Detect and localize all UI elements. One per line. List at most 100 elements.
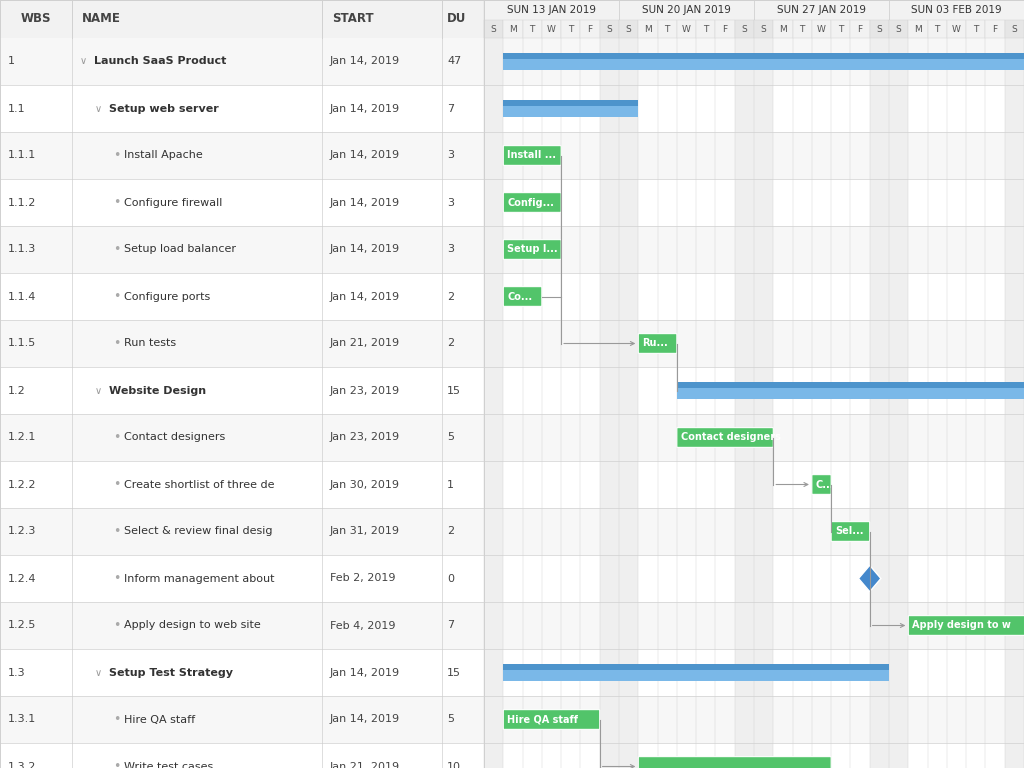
Text: T: T bbox=[703, 25, 709, 34]
Bar bbox=[484, 602, 503, 649]
Text: 2: 2 bbox=[447, 339, 454, 349]
Bar bbox=[869, 414, 889, 461]
Bar bbox=[561, 20, 581, 38]
Bar bbox=[889, 555, 908, 602]
Bar bbox=[484, 226, 503, 273]
Bar bbox=[600, 555, 618, 602]
Text: •: • bbox=[113, 290, 121, 303]
Bar bbox=[889, 132, 908, 179]
Bar bbox=[1005, 179, 1024, 226]
Bar bbox=[0, 743, 1024, 768]
Bar bbox=[484, 38, 503, 85]
Bar bbox=[600, 38, 618, 85]
Bar bbox=[618, 320, 638, 367]
Bar bbox=[484, 273, 503, 320]
Bar bbox=[1005, 226, 1024, 273]
FancyBboxPatch shape bbox=[831, 521, 869, 541]
Bar bbox=[618, 508, 638, 555]
Text: F: F bbox=[992, 25, 997, 34]
Text: 2: 2 bbox=[447, 292, 454, 302]
Bar bbox=[889, 649, 908, 696]
Bar bbox=[600, 696, 618, 743]
Bar bbox=[1005, 743, 1024, 768]
Text: 1.2.2: 1.2.2 bbox=[8, 479, 37, 489]
Bar bbox=[947, 20, 966, 38]
Bar bbox=[677, 382, 1024, 399]
Bar bbox=[618, 273, 638, 320]
Bar bbox=[600, 414, 618, 461]
Bar bbox=[0, 320, 1024, 367]
Bar bbox=[734, 0, 754, 38]
Text: Jan 21, 2019: Jan 21, 2019 bbox=[330, 762, 400, 768]
Bar bbox=[503, 100, 638, 117]
Text: 1.1.5: 1.1.5 bbox=[8, 339, 36, 349]
Text: ∨: ∨ bbox=[95, 386, 102, 396]
Bar bbox=[0, 0, 1024, 38]
Bar bbox=[503, 100, 638, 107]
Text: Jan 30, 2019: Jan 30, 2019 bbox=[330, 479, 400, 489]
Bar bbox=[889, 0, 908, 38]
Bar bbox=[484, 696, 503, 743]
Bar bbox=[600, 85, 618, 132]
FancyBboxPatch shape bbox=[677, 428, 773, 448]
Bar bbox=[600, 508, 618, 555]
Text: F: F bbox=[723, 25, 728, 34]
Bar bbox=[869, 367, 889, 414]
Bar bbox=[869, 273, 889, 320]
Text: 3: 3 bbox=[447, 151, 454, 161]
Bar bbox=[1005, 414, 1024, 461]
Text: Jan 14, 2019: Jan 14, 2019 bbox=[330, 197, 400, 207]
Bar bbox=[869, 461, 889, 508]
Text: •: • bbox=[113, 149, 121, 162]
Bar bbox=[734, 38, 754, 85]
Bar bbox=[869, 179, 889, 226]
Text: Setup web server: Setup web server bbox=[109, 104, 219, 114]
Bar bbox=[1005, 20, 1024, 38]
Text: 1.2.4: 1.2.4 bbox=[8, 574, 37, 584]
Bar bbox=[0, 226, 1024, 273]
Text: Feb 2, 2019: Feb 2, 2019 bbox=[330, 574, 395, 584]
Bar bbox=[677, 382, 1024, 389]
Bar bbox=[754, 602, 773, 649]
Bar bbox=[754, 696, 773, 743]
Text: 47: 47 bbox=[447, 57, 461, 67]
Text: Jan 14, 2019: Jan 14, 2019 bbox=[330, 104, 400, 114]
Bar bbox=[600, 743, 618, 768]
Text: •: • bbox=[113, 525, 121, 538]
Text: T: T bbox=[568, 25, 573, 34]
FancyBboxPatch shape bbox=[812, 475, 831, 495]
Bar bbox=[734, 20, 754, 38]
Text: WBS: WBS bbox=[20, 12, 51, 25]
Text: ∨: ∨ bbox=[80, 57, 87, 67]
FancyBboxPatch shape bbox=[503, 146, 561, 165]
Bar bbox=[754, 20, 773, 38]
Text: Launch SaaS Product: Launch SaaS Product bbox=[94, 57, 226, 67]
Bar bbox=[734, 85, 754, 132]
Text: W: W bbox=[817, 25, 826, 34]
Bar bbox=[889, 20, 908, 38]
Bar bbox=[618, 414, 638, 461]
Text: •: • bbox=[113, 337, 121, 350]
Text: 0: 0 bbox=[447, 574, 454, 584]
Text: 1.1.3: 1.1.3 bbox=[8, 244, 36, 254]
Bar bbox=[889, 367, 908, 414]
Bar bbox=[1005, 367, 1024, 414]
Text: SUN 20 JAN 2019: SUN 20 JAN 2019 bbox=[642, 5, 731, 15]
Bar bbox=[734, 414, 754, 461]
Bar bbox=[754, 743, 773, 768]
Text: S: S bbox=[606, 25, 612, 34]
Text: Jan 14, 2019: Jan 14, 2019 bbox=[330, 714, 400, 724]
Bar bbox=[503, 664, 889, 670]
Bar bbox=[0, 179, 1024, 226]
Bar bbox=[869, 508, 889, 555]
Bar bbox=[734, 602, 754, 649]
Text: Contact designers: Contact designers bbox=[681, 432, 780, 442]
FancyBboxPatch shape bbox=[503, 193, 561, 213]
Bar bbox=[889, 461, 908, 508]
Bar bbox=[869, 743, 889, 768]
Bar bbox=[484, 132, 503, 179]
Bar bbox=[503, 53, 1024, 59]
Bar bbox=[831, 20, 850, 38]
Text: Ru...: Ru... bbox=[642, 339, 668, 349]
Text: W: W bbox=[952, 25, 961, 34]
